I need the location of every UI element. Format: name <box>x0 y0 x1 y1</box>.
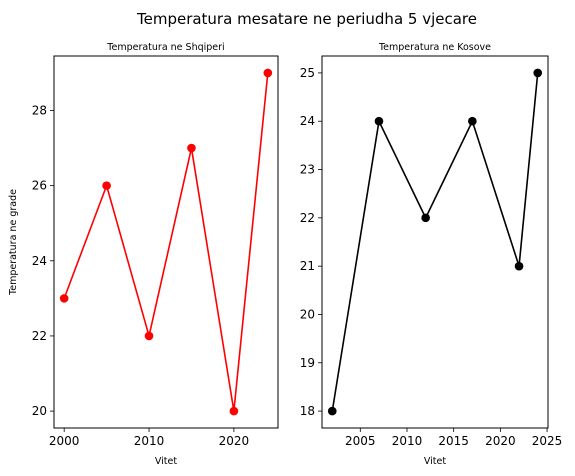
chart-albania-ytick-label: 22 <box>32 329 47 343</box>
chart-kosovo-title: Temperatura ne Kosove <box>378 42 491 53</box>
chart-kosovo-ytick-label: 25 <box>300 66 315 80</box>
chart-albania: Temperatura ne Shqiperi 2000 2010 20202022… <box>8 42 279 467</box>
chart-kosovo-point <box>421 213 430 223</box>
chart-kosovo-series-line <box>331 72 539 412</box>
chart-albania-xtick-label: 2020 <box>219 434 250 448</box>
chart-kosovo-xtick-label: 2025 <box>532 434 563 448</box>
chart-albania-point <box>229 406 239 416</box>
chart-albania-ylabel: Temperatura ne grade <box>8 189 19 296</box>
chart-kosovo-ytick-label: 19 <box>300 356 315 370</box>
chart-kosovo-ytick-label: 24 <box>300 114 315 128</box>
chart-kosovo-ytick-label: 23 <box>300 163 315 177</box>
chart-albania-point <box>263 68 273 78</box>
chart-kosovo-ytick-label: 20 <box>300 307 315 321</box>
chart-kosovo-ytick-label: 22 <box>300 211 315 225</box>
chart-kosovo-xlabel: Vitet <box>424 456 446 467</box>
chart-kosovo-xtick-label: 2005 <box>345 434 376 448</box>
chart-albania-xlabel: Vitet <box>155 456 177 467</box>
chart-albania-ytick-label: 28 <box>32 103 47 117</box>
chart-kosovo-point <box>374 116 384 126</box>
chart-kosovo-ytick-label: 18 <box>300 404 315 418</box>
chart-kosovo-point <box>327 406 337 416</box>
chart-kosovo-xtick-label: 2020 <box>485 434 516 448</box>
chart-albania-series-line <box>63 72 269 412</box>
chart-kosovo-ytick-label: 21 <box>300 259 315 273</box>
chart-kosovo-point <box>533 68 543 78</box>
figure-suptitle: Temperatura mesatare ne periudha 5 vjeca… <box>136 10 477 28</box>
chart-kosovo-point <box>514 261 524 271</box>
chart-kosovo: Temperatura ne Kosove 2005 2010 2015 2020 20… <box>300 42 563 467</box>
chart-kosovo-point <box>468 116 477 126</box>
chart-kosovo-xtick-label: 2015 <box>438 434 469 448</box>
chart-albania-xtick-label: 2000 <box>49 434 80 448</box>
chart-albania-ytick-label: 20 <box>32 404 47 418</box>
chart-albania-title: Temperatura ne Shqiperi <box>106 42 224 53</box>
chart-albania-point <box>144 331 154 341</box>
chart-albania-point <box>187 143 196 153</box>
chart-kosovo-frame <box>321 55 549 429</box>
chart-albania-ytick-label: 26 <box>32 179 47 193</box>
chart-albania-ytick-label: 24 <box>32 254 47 268</box>
chart-albania-xtick-label: 2010 <box>134 434 165 448</box>
chart-albania-frame <box>53 55 279 429</box>
chart-albania-point <box>102 181 111 190</box>
chart-kosovo-xtick-label: 2010 <box>392 434 423 448</box>
chart-albania-point <box>59 294 69 303</box>
